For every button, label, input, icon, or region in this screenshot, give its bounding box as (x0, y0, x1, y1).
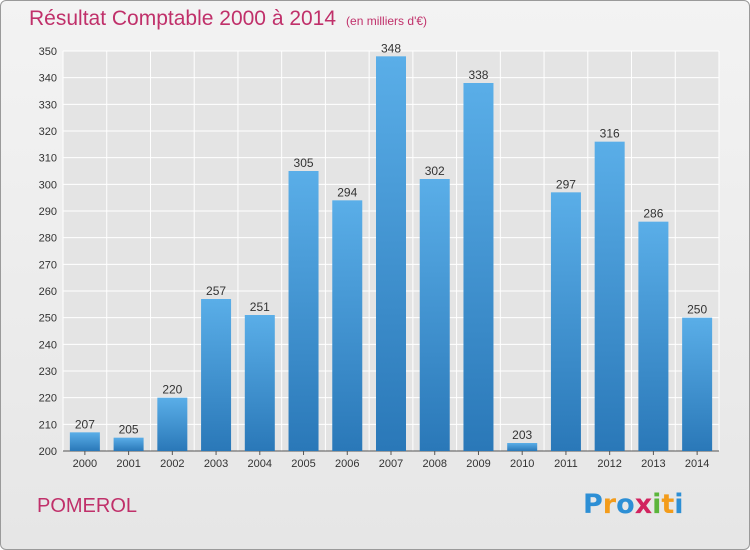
x-tick-label-2007: 2007 (379, 458, 403, 470)
title-text: Résultat Comptable 2000 à 2014 (29, 7, 337, 30)
x-tick-label-2012: 2012 (597, 458, 621, 470)
logo-letter: r (602, 489, 617, 520)
y-tick-label: 280 (39, 233, 57, 245)
y-tick-label: 310 (39, 153, 57, 165)
y-tick-label: 210 (39, 419, 57, 431)
logo-letter: o (616, 489, 635, 520)
data-label-2006: 294 (337, 185, 357, 199)
bar-2008 (419, 179, 450, 451)
logo-letter: i (652, 489, 662, 520)
logo-letter: x (634, 489, 653, 520)
bar-2006 (332, 200, 363, 451)
x-tick-label-2001: 2001 (116, 458, 140, 470)
data-label-2010: 203 (512, 428, 532, 442)
y-tick-label: 220 (39, 393, 57, 405)
x-tick-label-2004: 2004 (248, 458, 272, 470)
data-label-2009: 338 (468, 68, 488, 82)
x-tick-label-2011: 2011 (554, 458, 578, 470)
data-label-2014: 250 (687, 303, 707, 317)
bar-2004 (244, 315, 275, 451)
data-label-2011: 297 (556, 177, 576, 191)
logo-letter: t (661, 489, 675, 520)
logo-letter: P (583, 489, 603, 520)
x-tick-label-2005: 2005 (291, 458, 315, 470)
bar-2010 (507, 443, 538, 451)
data-label-2008: 302 (425, 164, 445, 178)
bar-2012 (594, 141, 625, 451)
x-tick-label-2009: 2009 (466, 458, 490, 470)
y-tick-label: 200 (39, 446, 57, 458)
commune-name: POMEROL (37, 495, 138, 517)
data-label-2005: 305 (294, 156, 314, 170)
bar-2003 (201, 299, 232, 451)
title-unit: (en milliers d'€) (346, 14, 428, 28)
y-tick-label: 250 (39, 313, 57, 325)
bar-2013 (638, 221, 669, 451)
x-tick-label-2013: 2013 (641, 458, 665, 470)
bar-2005 (288, 171, 319, 451)
data-label-2012: 316 (600, 127, 620, 141)
y-tick-label: 340 (39, 73, 57, 85)
bar-2002 (157, 397, 188, 451)
data-label-2013: 286 (643, 207, 663, 221)
x-tick-label-2010: 2010 (510, 458, 534, 470)
data-label-2002: 220 (162, 383, 182, 397)
proxiti-logo: Proxiti (583, 489, 684, 520)
x-tick-label-2003: 2003 (204, 458, 228, 470)
bar-2011 (550, 192, 581, 452)
data-label-2000: 207 (75, 417, 95, 431)
x-tick-label-2002: 2002 (160, 458, 184, 470)
chart-title: Résultat Comptable 2000 à 2014 (en millie… (29, 7, 427, 31)
y-tick-label: 270 (39, 259, 57, 271)
y-tick-label: 230 (39, 366, 57, 378)
bar-2014 (682, 317, 713, 451)
y-tick-label: 350 (39, 46, 57, 58)
y-tick-label: 240 (39, 339, 57, 351)
x-tick-label-2000: 2000 (73, 458, 97, 470)
data-label-2007: 348 (381, 41, 401, 55)
bar-2000 (69, 432, 100, 451)
bar-2009 (463, 83, 494, 451)
x-tick-label-2014: 2014 (685, 458, 709, 470)
y-tick-label: 330 (39, 99, 57, 111)
y-tick-label: 290 (39, 206, 57, 218)
data-label-2001: 205 (119, 423, 139, 437)
logo-letter: i (674, 489, 684, 520)
data-label-2004: 251 (250, 300, 270, 314)
data-label-2003: 257 (206, 284, 226, 298)
bar-2001 (113, 437, 144, 451)
x-tick-label-2006: 2006 (335, 458, 359, 470)
x-tick-label-2008: 2008 (422, 458, 446, 470)
y-tick-label: 300 (39, 179, 57, 191)
y-tick-label: 320 (39, 126, 57, 138)
bar-2007 (376, 56, 406, 451)
y-tick-label: 260 (39, 286, 57, 298)
